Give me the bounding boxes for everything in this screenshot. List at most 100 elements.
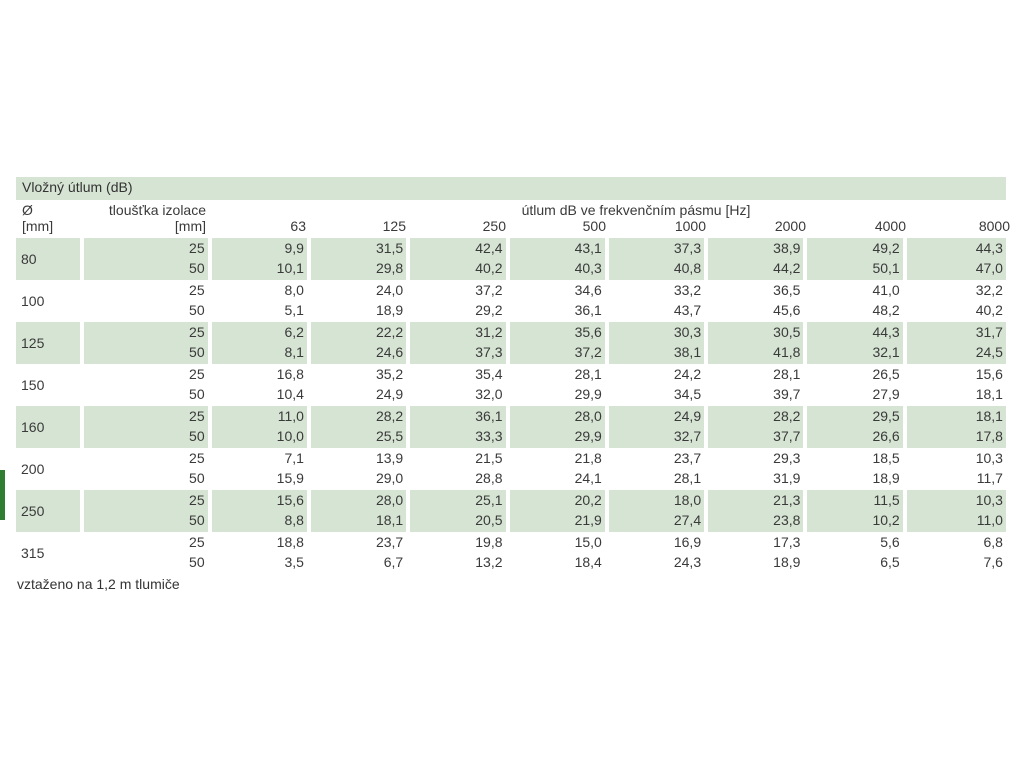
attenuation-value: 49,2 [872,240,900,256]
attenuation-value: 3,5 [284,554,304,570]
attenuation-value: 26,5 [872,366,900,382]
attenuation-cell: 15,6 18,1 [907,364,1006,406]
attenuation-cell: 44,3 32,1 [807,322,903,364]
side-accent-bar [0,470,5,520]
thickness-value: 25 [189,366,205,382]
attenuation-cell: 31,2 37,3 [410,322,506,364]
attenuation-cell: 28,0 29,9 [509,406,605,448]
attenuation-value: 15,6 [975,366,1003,382]
attenuation-value: 18,1 [375,512,404,528]
attenuation-value: 5,1 [284,302,304,318]
attenuation-cell: 18,8 3,5 [212,532,307,574]
thickness-value: 25 [189,240,205,256]
attenuation-value: 19,8 [475,534,503,550]
attenuation-value: 18,9 [375,302,404,318]
attenuation-value: 10,0 [276,428,304,444]
attenuation-value: 41,0 [872,282,900,298]
thickness-label: tloušťka izolace [108,202,206,218]
attenuation-value: 18,0 [673,492,702,508]
attenuation-cell: 44,3 47,0 [906,238,1006,280]
attenuation-cell: 33,2 43,7 [609,280,704,322]
attenuation-value: 6,2 [284,324,304,340]
attenuation-value: 44,3 [975,240,1003,256]
attenuation-value: 37,3 [475,344,503,360]
diameter-value: 160 [21,419,45,435]
attenuation-value: 29,8 [375,260,404,276]
attenuation-cell: 13,9 29,0 [311,448,406,490]
attenuation-value: 8,0 [284,282,304,298]
attenuation-cell: 8,0 5,1 [212,280,307,322]
attenuation-cell: 5,6 6,5 [807,532,902,574]
table-row: 150 25 50 16,8 10,4 35,2 24,9 35,4 32,0 28,1 29,9 2… [16,364,1006,406]
attenuation-value: 24,9 [375,386,404,402]
attenuation-value: 18,9 [773,554,801,570]
attenuation-value: 20,2 [574,492,602,508]
attenuation-value: 24,6 [375,344,404,360]
attenuation-cell: 30,5 41,8 [708,322,804,364]
attenuation-cell: 6,8 7,6 [907,532,1006,574]
frequency-header: 8000 [978,218,1010,234]
table-row: 160 25 50 11,0 10,0 28,2 25,5 36,1 33,3 28,0 29,9 2… [16,406,1006,448]
attenuation-value: 42,4 [475,240,503,256]
attenuation-value: 20,5 [475,512,503,528]
attenuation-value: 33,2 [673,282,702,298]
attenuation-value: 11,5 [873,492,900,508]
attenuation-value: 15,6 [276,492,304,508]
frequency-header: 1000 [674,218,706,234]
diameter-cell: 160 [16,406,80,448]
attenuation-value: 28,8 [475,470,503,486]
attenuation-cell: 6,2 8,1 [211,322,307,364]
attenuation-value: 28,1 [673,470,702,486]
attenuation-value: 25,5 [375,428,404,444]
attenuation-value: 17,3 [773,534,801,550]
thickness-value: 50 [189,512,205,528]
thickness-cell: 25 50 [84,448,208,490]
attenuation-value: 43,1 [574,240,602,256]
attenuation-cell: 16,8 10,4 [212,364,307,406]
attenuation-value: 9,9 [284,240,304,256]
attenuation-value: 38,9 [773,240,801,256]
attenuation-cell: 21,5 28,8 [410,448,505,490]
table-row: 125 25 50 6,2 8,1 22,2 24,6 31,2 37,3 35,6 37,2 30,… [16,322,1006,364]
attenuation-value: 44,2 [773,260,801,276]
attenuation-value: 32,0 [475,386,503,402]
thickness-value: 25 [189,450,205,466]
diameter-symbol: Ø [22,202,33,218]
attenuation-cell: 19,8 13,2 [410,532,505,574]
attenuation-value: 23,7 [375,534,404,550]
diameter-unit: [mm] [22,218,54,234]
attenuation-cell: 21,8 24,1 [510,448,605,490]
attenuation-cell: 24,0 18,9 [311,280,406,322]
attenuation-cell: 34,6 36,1 [510,280,605,322]
thickness-value: 50 [189,386,205,402]
attenuation-cell: 15,0 18,4 [510,532,605,574]
attenuation-value: 7,6 [983,554,1003,570]
frequency-header: 4000 [874,218,906,234]
attenuation-value: 31,7 [975,324,1003,340]
attenuation-value: 21,3 [773,492,801,508]
diameter-value: 150 [21,377,45,393]
attenuation-value: 23,7 [673,450,702,466]
attenuation-value: 18,8 [276,534,304,550]
attenuation-cell: 30,3 38,1 [608,322,705,364]
attenuation-value: 45,6 [773,302,801,318]
attenuation-cell: 11,0 10,0 [211,406,307,448]
frequency-header: 500 [582,218,606,234]
diameter-value: 250 [21,503,45,519]
attenuation-cell: 24,2 34,5 [609,364,704,406]
attenuation-value: 10,3 [975,492,1003,508]
thickness-cell: 25 50 [83,322,208,364]
attenuation-cell: 49,2 50,1 [807,238,903,280]
attenuation-value: 35,4 [475,366,503,382]
table-header: Ø [mm] tloušťka izolace [mm] útlum dB ve… [16,200,1010,238]
diameter-value: 100 [21,293,45,309]
attenuation-value: 43,7 [673,302,702,318]
attenuation-cell: 18,1 17,8 [906,406,1006,448]
attenuation-cell: 10,3 11,7 [907,448,1006,490]
attenuation-value: 50,1 [872,260,900,276]
attenuation-value: 17,8 [975,428,1003,444]
attenuation-cell: 15,6 8,8 [211,490,307,532]
attenuation-cell: 32,2 40,2 [907,280,1006,322]
attenuation-value: 10,3 [975,450,1003,466]
thickness-unit: [mm] [174,218,206,234]
